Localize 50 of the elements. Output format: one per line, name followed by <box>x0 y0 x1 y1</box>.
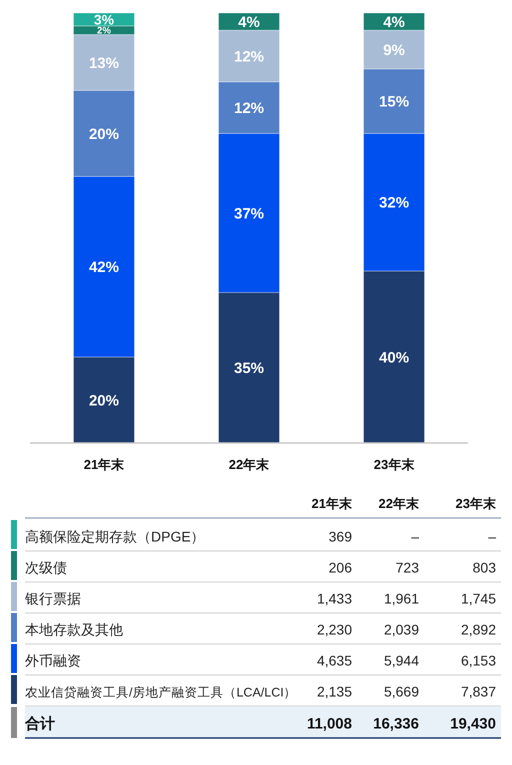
data-label: – <box>411 528 420 544</box>
data-label: 3% <box>94 11 114 28</box>
data-label: 5,944 <box>384 652 420 668</box>
data-label: 20% <box>88 126 119 143</box>
category-label: 22年末 <box>378 496 420 511</box>
x-tick-label: 21年末 <box>84 457 126 472</box>
x-tick-label: 22年末 <box>228 457 270 472</box>
data-label: 4% <box>383 14 405 31</box>
category-label: 23年末 <box>456 496 497 511</box>
data-label: 35% <box>234 360 264 378</box>
data-label: 1,961 <box>384 590 420 606</box>
legend-label: 本地存款及其他 <box>25 622 123 638</box>
data-label: 6,153 <box>460 652 496 668</box>
text: 合计 <box>24 716 55 732</box>
data-label: – <box>488 528 496 544</box>
text: 11,008 <box>306 716 352 732</box>
legend-label: 次级债 <box>25 560 67 576</box>
data-label: 1,433 <box>316 590 352 606</box>
category-label: 21年末 <box>312 496 353 511</box>
data-label: 9% <box>383 42 405 59</box>
legend-label: 银行票据 <box>24 590 81 606</box>
x-tick-label: 23年末 <box>374 457 416 472</box>
data-label: 40% <box>379 349 410 366</box>
data-label: 369 <box>328 528 352 544</box>
data-label: 5,669 <box>384 684 420 700</box>
data-label: 4,635 <box>316 652 352 668</box>
data-label: 2,230 <box>316 622 352 638</box>
data-label: 803 <box>472 560 496 576</box>
data-label: 12% <box>234 48 264 66</box>
legend-label: 农业信贷融资工具/房地产融资工具（LCA/LCI） <box>25 684 297 700</box>
data-label: 37% <box>234 205 264 222</box>
text: 19,430 <box>450 716 496 732</box>
data-label: 32% <box>379 194 410 212</box>
data-label: 42% <box>88 259 119 276</box>
data-label: 206 <box>328 560 352 576</box>
data-label: 2% <box>97 26 112 37</box>
data-label: 723 <box>396 560 420 576</box>
data-label: 4% <box>238 14 260 31</box>
legend-label: 高额保险定期存款（DPGE） <box>25 528 205 544</box>
data-label: 13% <box>88 54 119 72</box>
text: 16,336 <box>373 716 419 732</box>
legend-label: 外币融资 <box>25 652 81 668</box>
data-label: 15% <box>379 94 410 111</box>
data-label: 12% <box>234 100 264 117</box>
data-label: 2,039 <box>384 622 420 638</box>
data-label: 7,837 <box>460 684 496 700</box>
data-label: 2,135 <box>316 684 352 700</box>
data-label: 1,745 <box>460 590 496 606</box>
data-label: 2,892 <box>460 622 496 638</box>
data-label: 20% <box>88 392 119 410</box>
